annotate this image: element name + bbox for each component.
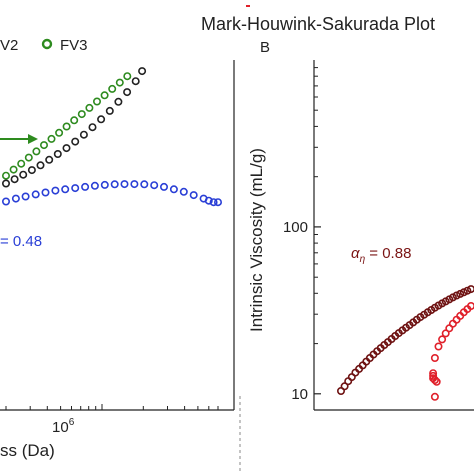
- series-fv3: [1, 72, 132, 180]
- point: [100, 91, 109, 100]
- series-blue: [1, 180, 223, 207]
- point: [81, 182, 90, 191]
- point: [47, 134, 56, 143]
- point: [214, 198, 223, 207]
- point: [169, 185, 178, 194]
- point: [36, 161, 45, 170]
- point: [344, 377, 353, 386]
- point: [123, 88, 132, 97]
- panel-b-y-label: Intrinsic Viscosity (mL/g): [247, 148, 266, 332]
- point: [1, 179, 11, 188]
- point: [434, 342, 443, 351]
- point: [27, 166, 36, 175]
- panel-a-x-label: ss (Da): [0, 441, 55, 460]
- point: [1, 171, 11, 180]
- point: [204, 196, 213, 205]
- panel-a-x-ticks: [5, 404, 219, 410]
- legend-label-v2: V2: [0, 37, 18, 54]
- legend-marker-fv3: [41, 38, 53, 50]
- figure-title: Mark-Houwink-Sakurada Plot: [201, 14, 435, 34]
- point: [62, 144, 71, 153]
- panel-b-series: [336, 285, 474, 401]
- point: [11, 194, 20, 203]
- point: [55, 128, 64, 137]
- point: [448, 319, 457, 328]
- point: [71, 184, 80, 193]
- point: [130, 180, 139, 189]
- panel-a-annotation: = 0.48: [0, 233, 42, 250]
- point: [209, 198, 218, 207]
- point: [441, 329, 450, 338]
- point: [10, 175, 19, 184]
- point: [430, 375, 439, 384]
- point: [9, 165, 18, 174]
- point: [438, 335, 447, 344]
- series-dark-red: [336, 285, 474, 395]
- point: [467, 285, 474, 294]
- point: [432, 377, 441, 386]
- point: [21, 192, 30, 201]
- point: [24, 153, 33, 162]
- point: [19, 170, 28, 179]
- point: [77, 110, 86, 119]
- point: [79, 130, 88, 139]
- point: [62, 122, 71, 131]
- point: [51, 186, 60, 195]
- panel-a-series: [1, 67, 223, 207]
- point: [120, 180, 129, 189]
- point: [138, 67, 147, 76]
- panel-b: B Intrinsic Viscosity (mL/g) 10 100 αη = …: [247, 39, 474, 411]
- point: [189, 191, 198, 200]
- point: [61, 185, 70, 194]
- point: [150, 181, 159, 190]
- point: [39, 141, 48, 150]
- point: [53, 150, 62, 159]
- point: [105, 106, 114, 115]
- point: [179, 187, 188, 196]
- panel-b-y-ticks: 10 100: [283, 67, 321, 403]
- point: [93, 97, 102, 106]
- point: [45, 155, 54, 164]
- legend-label-fv3: FV3: [60, 37, 88, 54]
- panel-a: V2 FV3 = 0.48 106 ss (Da): [0, 37, 235, 460]
- point: [32, 147, 41, 156]
- panel-b-label: B: [260, 39, 270, 56]
- point: [430, 353, 439, 362]
- point: [115, 78, 124, 87]
- point: [31, 190, 40, 199]
- point: [108, 84, 117, 93]
- point: [97, 115, 106, 124]
- panel-a-tick-label-1e6: 106: [52, 417, 75, 436]
- point: [430, 392, 439, 401]
- point: [429, 369, 438, 378]
- panel-b-annotation: αη = 0.88: [351, 245, 411, 265]
- point: [70, 116, 79, 125]
- series-v2: [1, 67, 147, 188]
- point: [340, 382, 349, 391]
- point: [110, 180, 119, 189]
- point: [17, 159, 26, 168]
- point: [71, 137, 80, 146]
- point: [41, 188, 50, 197]
- series-red: [429, 302, 474, 401]
- point: [114, 97, 123, 106]
- y-tick-label: 10: [291, 386, 308, 403]
- point: [88, 123, 97, 132]
- point: [140, 180, 149, 189]
- point: [100, 180, 109, 189]
- point: [1, 197, 11, 206]
- point: [85, 103, 94, 112]
- annotation-arrow-head: [28, 134, 38, 144]
- point: [131, 77, 140, 86]
- y-tick-label: 100: [283, 219, 308, 236]
- point: [160, 182, 169, 191]
- point: [90, 181, 99, 190]
- point: [467, 302, 474, 310]
- point: [123, 72, 132, 81]
